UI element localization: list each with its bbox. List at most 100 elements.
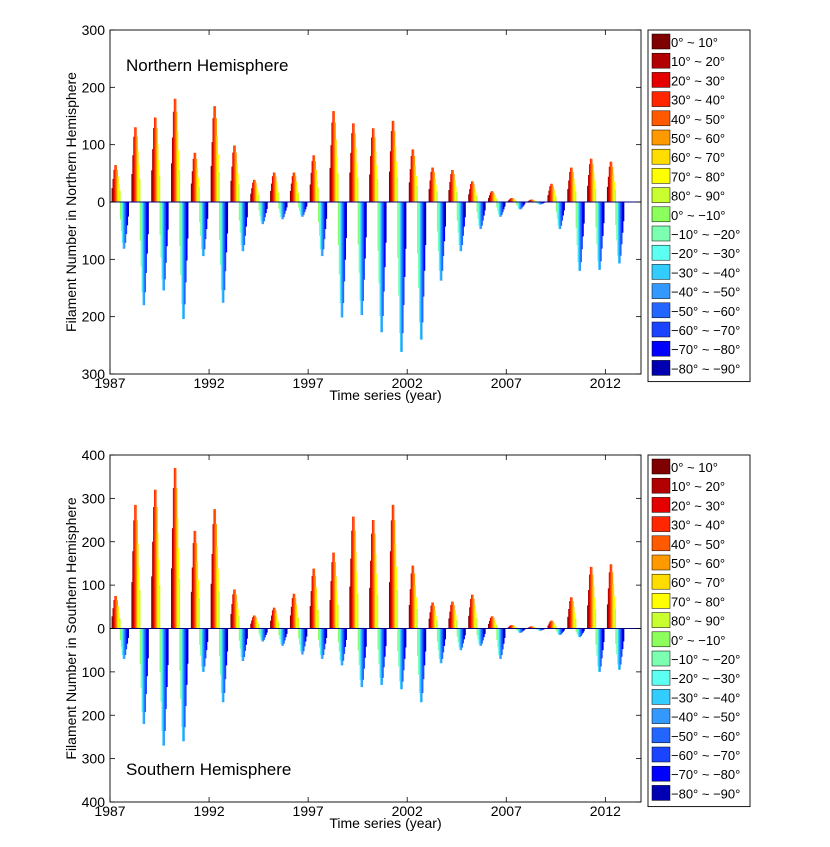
bar <box>483 628 486 634</box>
bar <box>560 628 563 635</box>
legend-label: −60° ~ −70° <box>671 323 740 338</box>
bar <box>494 622 497 629</box>
bar <box>530 199 533 202</box>
bar <box>561 202 564 221</box>
bar <box>354 147 357 202</box>
bar <box>147 628 149 659</box>
bar <box>376 594 379 629</box>
bar <box>382 202 384 316</box>
bar <box>428 618 431 629</box>
bar <box>573 184 576 202</box>
bar <box>172 488 175 629</box>
bar <box>230 613 233 629</box>
bar <box>317 187 319 202</box>
bar <box>547 195 550 202</box>
bar <box>242 628 245 662</box>
bar <box>606 186 609 202</box>
bar <box>589 566 592 629</box>
bar <box>214 106 217 202</box>
panel-title: Northern Hemisphere <box>126 56 289 75</box>
bar <box>201 628 204 672</box>
bar <box>613 596 616 629</box>
bar <box>473 605 476 629</box>
bar <box>433 605 435 629</box>
bar <box>323 202 326 240</box>
bar <box>334 562 336 629</box>
bar <box>282 628 284 646</box>
bar <box>151 576 153 629</box>
bar <box>222 628 225 703</box>
bar <box>131 173 134 202</box>
bar <box>221 628 224 703</box>
bar <box>280 628 282 644</box>
bar <box>202 628 205 672</box>
bar <box>382 628 384 678</box>
bar <box>124 202 127 243</box>
bar <box>408 182 411 202</box>
bar <box>143 202 146 306</box>
bar <box>236 601 238 629</box>
x-tick-label: 1992 <box>193 375 224 391</box>
bar <box>435 615 437 629</box>
bar <box>483 628 485 638</box>
bar <box>574 618 577 629</box>
bar <box>611 572 614 629</box>
bar <box>192 543 195 629</box>
bar <box>253 615 256 629</box>
bar <box>452 601 454 629</box>
bar <box>559 628 562 636</box>
bar <box>531 199 534 202</box>
bar <box>335 139 337 202</box>
bar <box>212 524 215 629</box>
bars <box>111 468 625 746</box>
bar <box>222 202 225 303</box>
bar <box>576 202 579 245</box>
bar <box>154 489 157 629</box>
bar <box>528 200 531 202</box>
bar <box>562 202 564 216</box>
bar <box>620 202 623 245</box>
bar <box>459 628 462 651</box>
bar <box>224 202 227 272</box>
bar <box>462 202 464 236</box>
bar <box>397 628 399 652</box>
bar <box>570 167 573 202</box>
bar <box>154 117 157 202</box>
bar <box>174 98 177 202</box>
bar <box>377 628 380 650</box>
bar <box>277 621 280 629</box>
bar <box>144 202 147 293</box>
bar <box>271 176 274 202</box>
bar <box>574 191 577 202</box>
bar <box>197 579 200 629</box>
bar <box>374 553 377 629</box>
bar <box>379 628 382 678</box>
bar <box>381 628 383 685</box>
bar <box>555 202 558 213</box>
bar <box>377 202 380 251</box>
legend-label: −10° ~ −20° <box>671 227 740 242</box>
legend-swatch <box>651 302 671 319</box>
bar <box>118 190 121 202</box>
bar <box>151 170 153 202</box>
bar <box>481 628 483 644</box>
legend-swatch <box>651 244 671 261</box>
bar <box>518 202 521 210</box>
y-tick-label: 300 <box>82 22 106 38</box>
bar <box>393 131 396 202</box>
bar <box>338 202 341 275</box>
bar <box>342 628 345 661</box>
bar <box>332 552 335 629</box>
bar <box>533 200 535 202</box>
bar <box>600 628 603 659</box>
bar <box>455 192 458 202</box>
bar <box>239 628 242 649</box>
bar <box>615 628 617 644</box>
bar <box>206 202 209 219</box>
bar <box>322 628 325 656</box>
bar <box>131 582 134 629</box>
bar <box>252 182 254 202</box>
bar <box>432 602 434 629</box>
bar <box>493 620 496 629</box>
bar <box>278 202 281 209</box>
